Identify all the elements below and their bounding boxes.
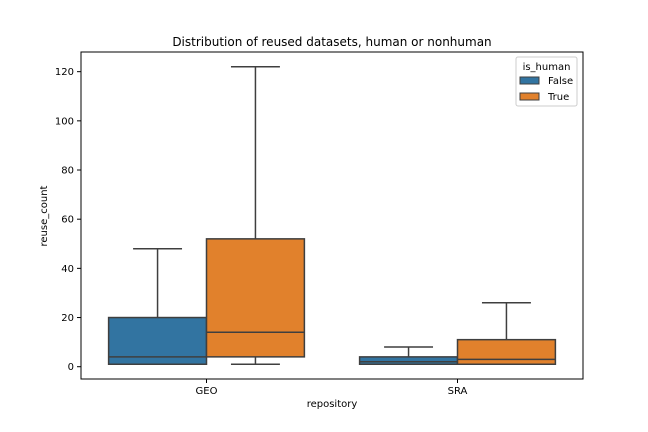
- box-geo-true: [205, 66, 306, 365]
- iqr-box: [205, 238, 306, 358]
- box-geo-false: [107, 247, 208, 365]
- legend-swatch-false: [519, 76, 540, 85]
- x-tick-label: SRA: [448, 386, 468, 397]
- x-axis-label: repository: [307, 399, 358, 410]
- iqr-box: [456, 338, 557, 365]
- plot-area: [80, 51, 584, 380]
- x-tick-label: GEO: [196, 386, 218, 397]
- legend-label-false: False: [548, 76, 573, 87]
- box-sra-true: [456, 302, 557, 365]
- y-tick-label: 60: [61, 215, 74, 226]
- y-axis: 0 20 40 60 80 100 120: [55, 67, 81, 373]
- y-tick-label: 120: [55, 67, 74, 78]
- y-tick-label: 0: [68, 362, 74, 373]
- legend-swatch-true: [519, 92, 540, 101]
- plot-frame: [80, 51, 584, 380]
- iqr-box: [358, 356, 459, 365]
- y-tick-label: 40: [61, 264, 74, 275]
- legend-label-true: True: [547, 92, 569, 103]
- legend: is_human False True: [515, 56, 578, 107]
- chart-title: Distribution of reused datasets, human o…: [172, 35, 491, 49]
- legend-title: is_human: [523, 62, 571, 73]
- y-tick-label: 20: [61, 313, 74, 324]
- y-axis-label: reuse_count: [39, 185, 50, 246]
- box-sra-false: [358, 346, 459, 365]
- y-tick-label: 100: [55, 116, 74, 127]
- y-tick-label: 80: [61, 166, 74, 177]
- x-axis: GEO SRA: [196, 379, 468, 397]
